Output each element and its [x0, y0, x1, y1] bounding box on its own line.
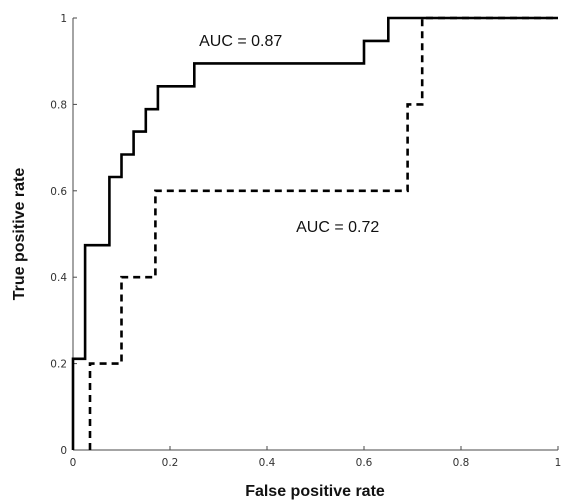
x-tick-label: 0.4 — [259, 457, 276, 469]
annotation-layer: AUC = 0.87 AUC = 0.72 — [199, 33, 379, 236]
auc-annotation: AUC = 0.87 — [199, 33, 282, 50]
x-tick-label: 0.2 — [162, 457, 179, 469]
y-ticks: 0 0.2 0.4 0.6 0.8 1 — [50, 13, 77, 457]
x-tick-label: 0.6 — [356, 457, 373, 469]
y-tick-label: 0.8 — [50, 99, 67, 111]
x-tick-label: 1 — [555, 457, 561, 469]
y-tick-label: 1 — [60, 13, 67, 25]
auc-annotation: AUC = 0.72 — [296, 219, 379, 236]
roc-curve-dashed — [88, 16, 558, 450]
x-axis-title: False positive rate — [245, 483, 385, 500]
roc-curve-solid — [71, 16, 558, 450]
x-tick-label: 0 — [70, 457, 77, 469]
y-tick-label: 0 — [60, 445, 67, 457]
x-tick-label: 0.8 — [453, 457, 470, 469]
series-layer — [71, 16, 558, 450]
y-tick-label: 0.4 — [50, 272, 67, 284]
y-axis-title: True positive rate — [11, 168, 28, 301]
y-tick-label: 0.2 — [50, 359, 67, 371]
x-ticks: 0 0.2 0.4 0.6 0.8 1 — [70, 446, 561, 469]
y-tick-label: 0.6 — [50, 186, 67, 198]
